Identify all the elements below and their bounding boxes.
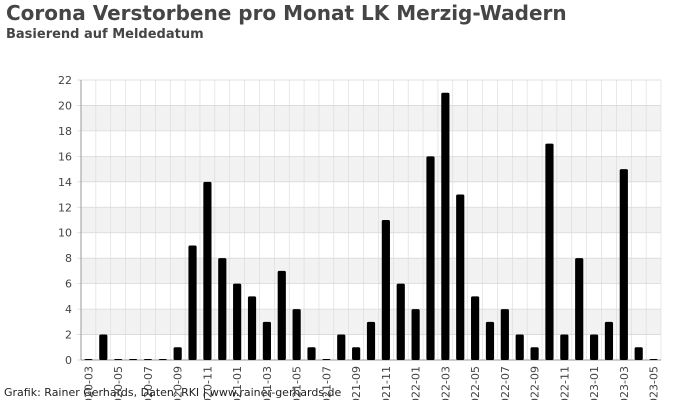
- x-tick-label: 2022-03: [439, 366, 452, 400]
- bar-2023-05: [649, 359, 658, 360]
- bar-2021-02: [247, 296, 257, 360]
- bar-2021-08: [337, 334, 346, 360]
- bar-2020-09: [173, 347, 182, 360]
- y-tick-label: 22: [58, 74, 72, 87]
- y-tick-label: 18: [58, 125, 72, 138]
- x-tick-label: 2022-05: [469, 366, 482, 400]
- x-tick-label: 2022-07: [499, 366, 512, 400]
- bar-2022-11: [560, 334, 569, 360]
- x-tick-label: 2020-07: [142, 366, 155, 400]
- y-tick-label: 2: [65, 329, 72, 342]
- bar-2021-07: [322, 359, 331, 360]
- x-tick-label: 2021-07: [320, 366, 333, 400]
- y-tick-label: 6: [65, 278, 72, 291]
- x-tick-label: 2021-09: [350, 366, 363, 400]
- x-tick-label: 2020-11: [201, 366, 214, 400]
- y-tick-label: 12: [58, 201, 72, 214]
- bar-2023-02: [604, 321, 614, 360]
- bar-2022-10: [545, 143, 554, 360]
- x-tick-label: 2021-03: [261, 366, 274, 400]
- bar-2020-07: [143, 359, 153, 360]
- bar-2023-01: [589, 334, 599, 360]
- x-tick-label: 2020-03: [82, 366, 95, 400]
- y-tick-label: 14: [58, 176, 72, 189]
- x-tick-label: 2022-01: [410, 366, 423, 400]
- bar-2020-10: [188, 245, 197, 360]
- x-tick-label: 2021-05: [291, 366, 304, 400]
- x-tick-label: 2022-11: [558, 366, 571, 400]
- bar-2022-06: [485, 321, 495, 360]
- bar-2022-04: [456, 194, 465, 360]
- bar-2022-01: [411, 309, 420, 360]
- x-tick-label: 2020-05: [112, 366, 125, 400]
- grid-band: [81, 258, 661, 284]
- bar-2020-04: [99, 334, 108, 360]
- bar-2023-03: [619, 169, 628, 360]
- bar-2021-01: [233, 283, 242, 360]
- x-tick-label: 2023-01: [588, 366, 601, 400]
- chart-subtitle: Basierend auf Meldedatum: [6, 27, 204, 42]
- bar-2020-06: [128, 359, 138, 360]
- bar-2023-04: [634, 347, 643, 360]
- bar-2020-03: [84, 359, 93, 360]
- bar-2021-06: [307, 347, 316, 360]
- bar-2021-12: [396, 283, 405, 360]
- bar-2022-07: [500, 309, 509, 360]
- y-tick-label: 4: [65, 303, 72, 316]
- x-tick-label: 2021-11: [380, 366, 393, 400]
- bar-2021-03: [262, 321, 271, 360]
- bar-2021-10: [366, 321, 376, 360]
- bar-2021-04: [277, 270, 286, 360]
- bar-2021-09: [352, 347, 361, 360]
- y-tick-label: 20: [58, 99, 72, 112]
- bar-2022-03: [441, 92, 450, 361]
- grid-band: [81, 207, 661, 233]
- bar-2022-09: [530, 347, 539, 360]
- y-tick-label: 10: [58, 227, 72, 240]
- bar-2021-05: [292, 309, 301, 360]
- x-tick-label: 2023-05: [648, 366, 661, 400]
- bar-2022-08: [515, 334, 524, 360]
- bar-2020-11: [203, 181, 212, 360]
- y-tick-label: 8: [65, 252, 72, 265]
- chart-title: Corona Verstorbene pro Monat LK Merzig-W…: [6, 1, 567, 25]
- y-tick-label: 0: [65, 354, 72, 367]
- x-tick-label: 2022-09: [529, 366, 542, 400]
- x-tick-label: 2023-03: [618, 366, 631, 400]
- bar-2021-11: [381, 220, 390, 360]
- bar-2022-02: [426, 156, 435, 360]
- x-tick-label: 2021-01: [231, 366, 244, 400]
- bar-2020-08: [158, 359, 167, 360]
- grid-band: [81, 156, 661, 182]
- source-credit: Grafik: Rainer Gerhards, Daten: RKI | ww…: [4, 386, 342, 399]
- bar-2020-05: [114, 359, 123, 360]
- bar-2022-05: [471, 296, 480, 360]
- bar-2020-12: [218, 258, 227, 360]
- grid-band: [81, 105, 661, 131]
- y-tick-label: 16: [58, 150, 72, 163]
- x-tick-label: 2020-09: [172, 366, 185, 400]
- bar-2022-12: [575, 258, 584, 360]
